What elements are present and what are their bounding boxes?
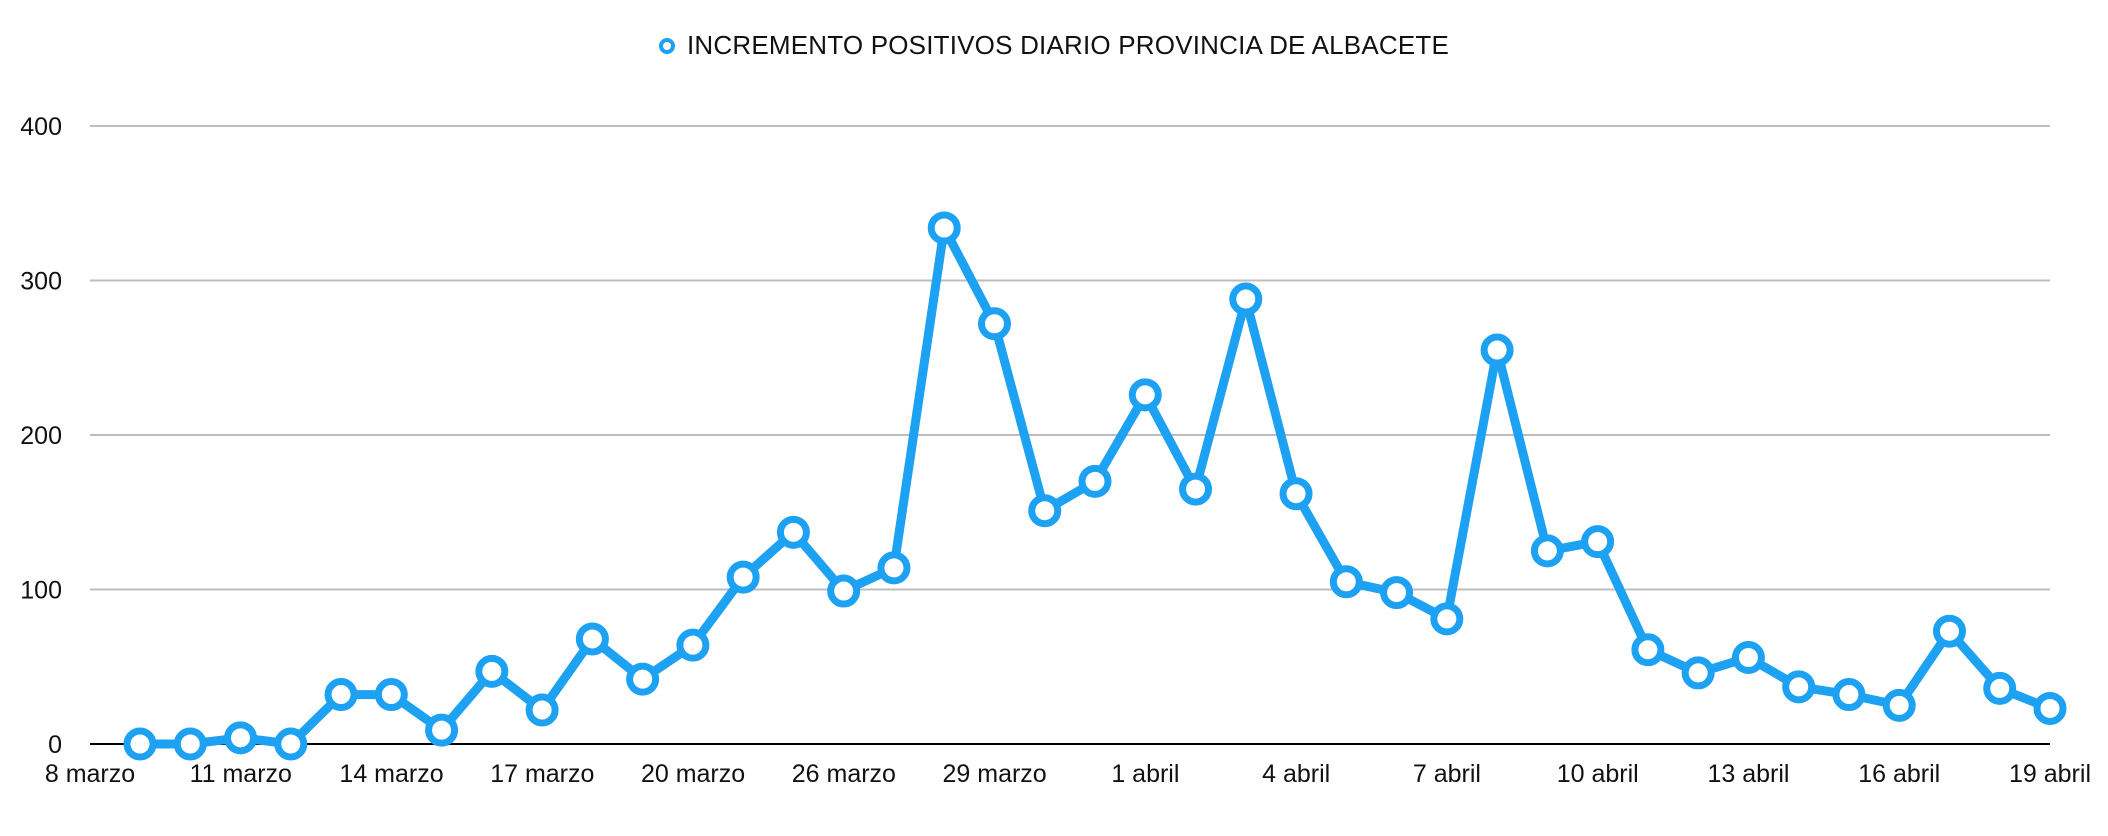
data-point <box>626 662 660 696</box>
data-point <box>1380 576 1414 610</box>
data-point <box>1782 670 1816 704</box>
data-point <box>877 551 911 585</box>
data-point <box>525 693 559 727</box>
legend-marker-icon <box>658 37 675 54</box>
data-point <box>1530 534 1564 568</box>
data-point <box>425 713 459 747</box>
x-tick-label: 14 marzo <box>339 760 443 788</box>
data-point <box>726 560 760 594</box>
data-point <box>1430 602 1464 636</box>
data-point <box>1731 640 1765 674</box>
x-tick-label: 1 abril <box>1111 760 1179 788</box>
data-point <box>475 654 509 688</box>
data-point <box>1932 614 1966 648</box>
data-point <box>827 574 861 608</box>
gridlines <box>90 125 2050 591</box>
data-point <box>1631 633 1665 667</box>
data-point <box>977 307 1011 341</box>
y-tick-label: 200 <box>20 422 62 450</box>
data-point <box>1229 282 1263 316</box>
data-point <box>324 678 358 712</box>
data-point <box>1832 678 1866 712</box>
x-tick-label: 19 abril <box>2009 760 2091 788</box>
data-point <box>1983 671 2017 705</box>
x-tick-label: 16 abril <box>1858 760 1940 788</box>
legend-label: INCREMENTO POSITIVOS DIARIO PROVINCIA DE… <box>686 30 1450 60</box>
data-point <box>1028 494 1062 528</box>
data-point <box>676 628 710 662</box>
data-point <box>224 721 258 755</box>
x-tick-label: 26 marzo <box>792 760 896 788</box>
x-tick-label: 11 marzo <box>190 760 292 788</box>
x-tick-label: 17 marzo <box>490 760 594 788</box>
y-axis-ticks: 0 100 200 300 400 <box>20 113 62 759</box>
data-point <box>776 515 810 549</box>
x-tick-label: 8 marzo <box>45 760 135 788</box>
data-point <box>1128 378 1162 412</box>
x-tick-label: 10 abril <box>1557 760 1639 788</box>
legend: INCREMENTO POSITIVOS DIARIO PROVINCIA DE… <box>0 30 2108 61</box>
data-point <box>575 622 609 656</box>
y-tick-label: 300 <box>20 268 62 296</box>
y-tick-label: 400 <box>20 113 62 141</box>
x-tick-label: 4 abril <box>1262 760 1330 788</box>
data-point <box>1581 525 1615 559</box>
x-tick-label: 29 marzo <box>943 760 1047 788</box>
x-tick-label: 13 abril <box>1707 760 1789 788</box>
data-point <box>927 211 961 245</box>
x-tick-label: 7 abril <box>1413 760 1481 788</box>
data-point <box>1681 656 1715 690</box>
data-points <box>123 211 2067 761</box>
data-point <box>123 727 157 761</box>
x-tick-label: 20 marzo <box>641 760 745 788</box>
data-point <box>2033 691 2067 725</box>
y-tick-label: 0 <box>48 731 62 759</box>
data-point <box>1179 472 1213 506</box>
data-point <box>1480 333 1514 367</box>
data-point <box>1882 688 1916 722</box>
data-point <box>173 727 207 761</box>
data-point <box>1279 477 1313 511</box>
data-point <box>274 727 308 761</box>
x-axis-ticks: 8 marzo 11 marzo 14 marzo 17 marzo 20 marzo 2… <box>45 760 2091 788</box>
data-point <box>374 678 408 712</box>
data-point <box>1078 464 1112 498</box>
data-point <box>1329 565 1363 599</box>
y-tick-label: 100 <box>20 577 62 605</box>
